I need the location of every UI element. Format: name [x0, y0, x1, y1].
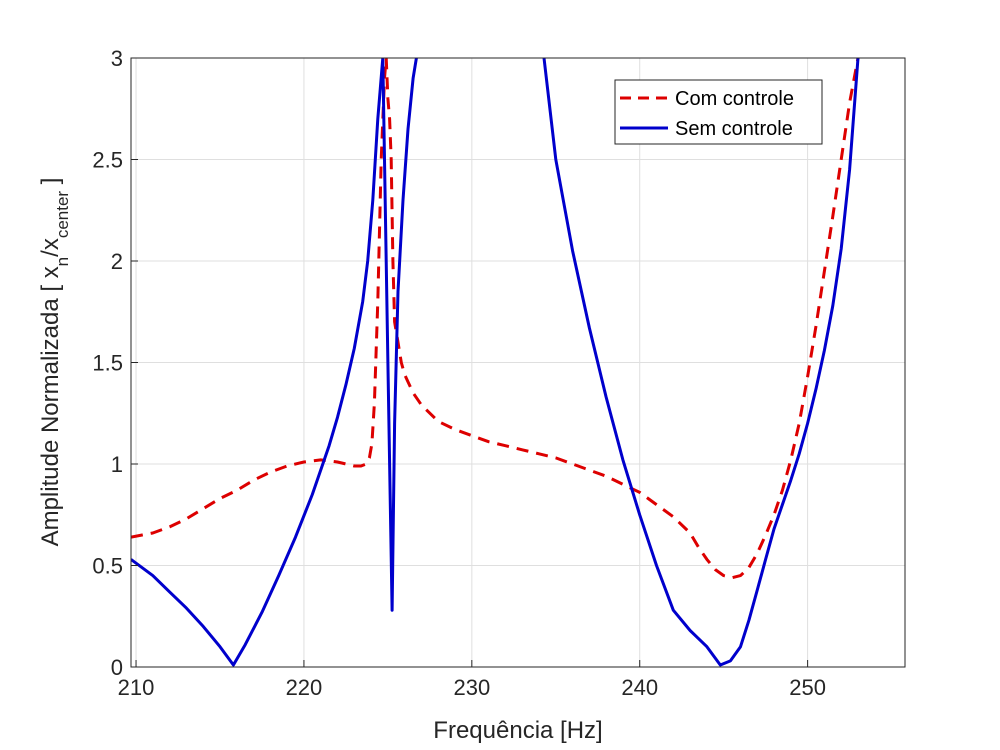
y-axis-label-mid: /x	[37, 238, 64, 257]
series-line-sem-controle	[131, 58, 860, 667]
x-tick-label: 230	[453, 675, 490, 700]
y-axis-label-suffix: ]	[37, 178, 64, 191]
y-tick-label: 0	[111, 655, 123, 680]
y-tick-label: 1.5	[92, 351, 123, 376]
x-tick-label: 210	[118, 675, 155, 700]
x-tick-label: 220	[286, 675, 323, 700]
y-tick-label: 2.5	[92, 148, 123, 173]
y-tick-label: 1	[111, 452, 123, 477]
x-axis-label: Frequência [Hz]	[433, 717, 602, 744]
x-tick-label: 240	[621, 675, 658, 700]
y-tick-label: 3	[111, 46, 123, 71]
legend-box	[614, 79, 823, 145]
y-axis-label-sub2: center	[53, 191, 72, 239]
legend-label-sem-controle: Sem controle	[675, 118, 793, 140]
y-axis-label: Amplitude Normalizada [ xn/xcenter ]	[37, 178, 72, 547]
legend: Com controle Sem controle	[614, 79, 823, 145]
y-axis-label-prefix: Amplitude Normalizada [ x	[37, 266, 64, 546]
series-line-com-controle	[131, 58, 860, 580]
legend-label-com-controle: Com controle	[675, 88, 794, 110]
series-layer	[131, 58, 860, 667]
y-tick-label: 0.5	[92, 554, 123, 579]
y-axis-label-sub1: n	[53, 257, 72, 266]
y-tick-label: 2	[111, 249, 123, 274]
x-tick-label: 250	[789, 675, 826, 700]
ticks: 210 220 230 240 250 0 0.5 1 1.5 2 2.5 3	[92, 46, 826, 700]
